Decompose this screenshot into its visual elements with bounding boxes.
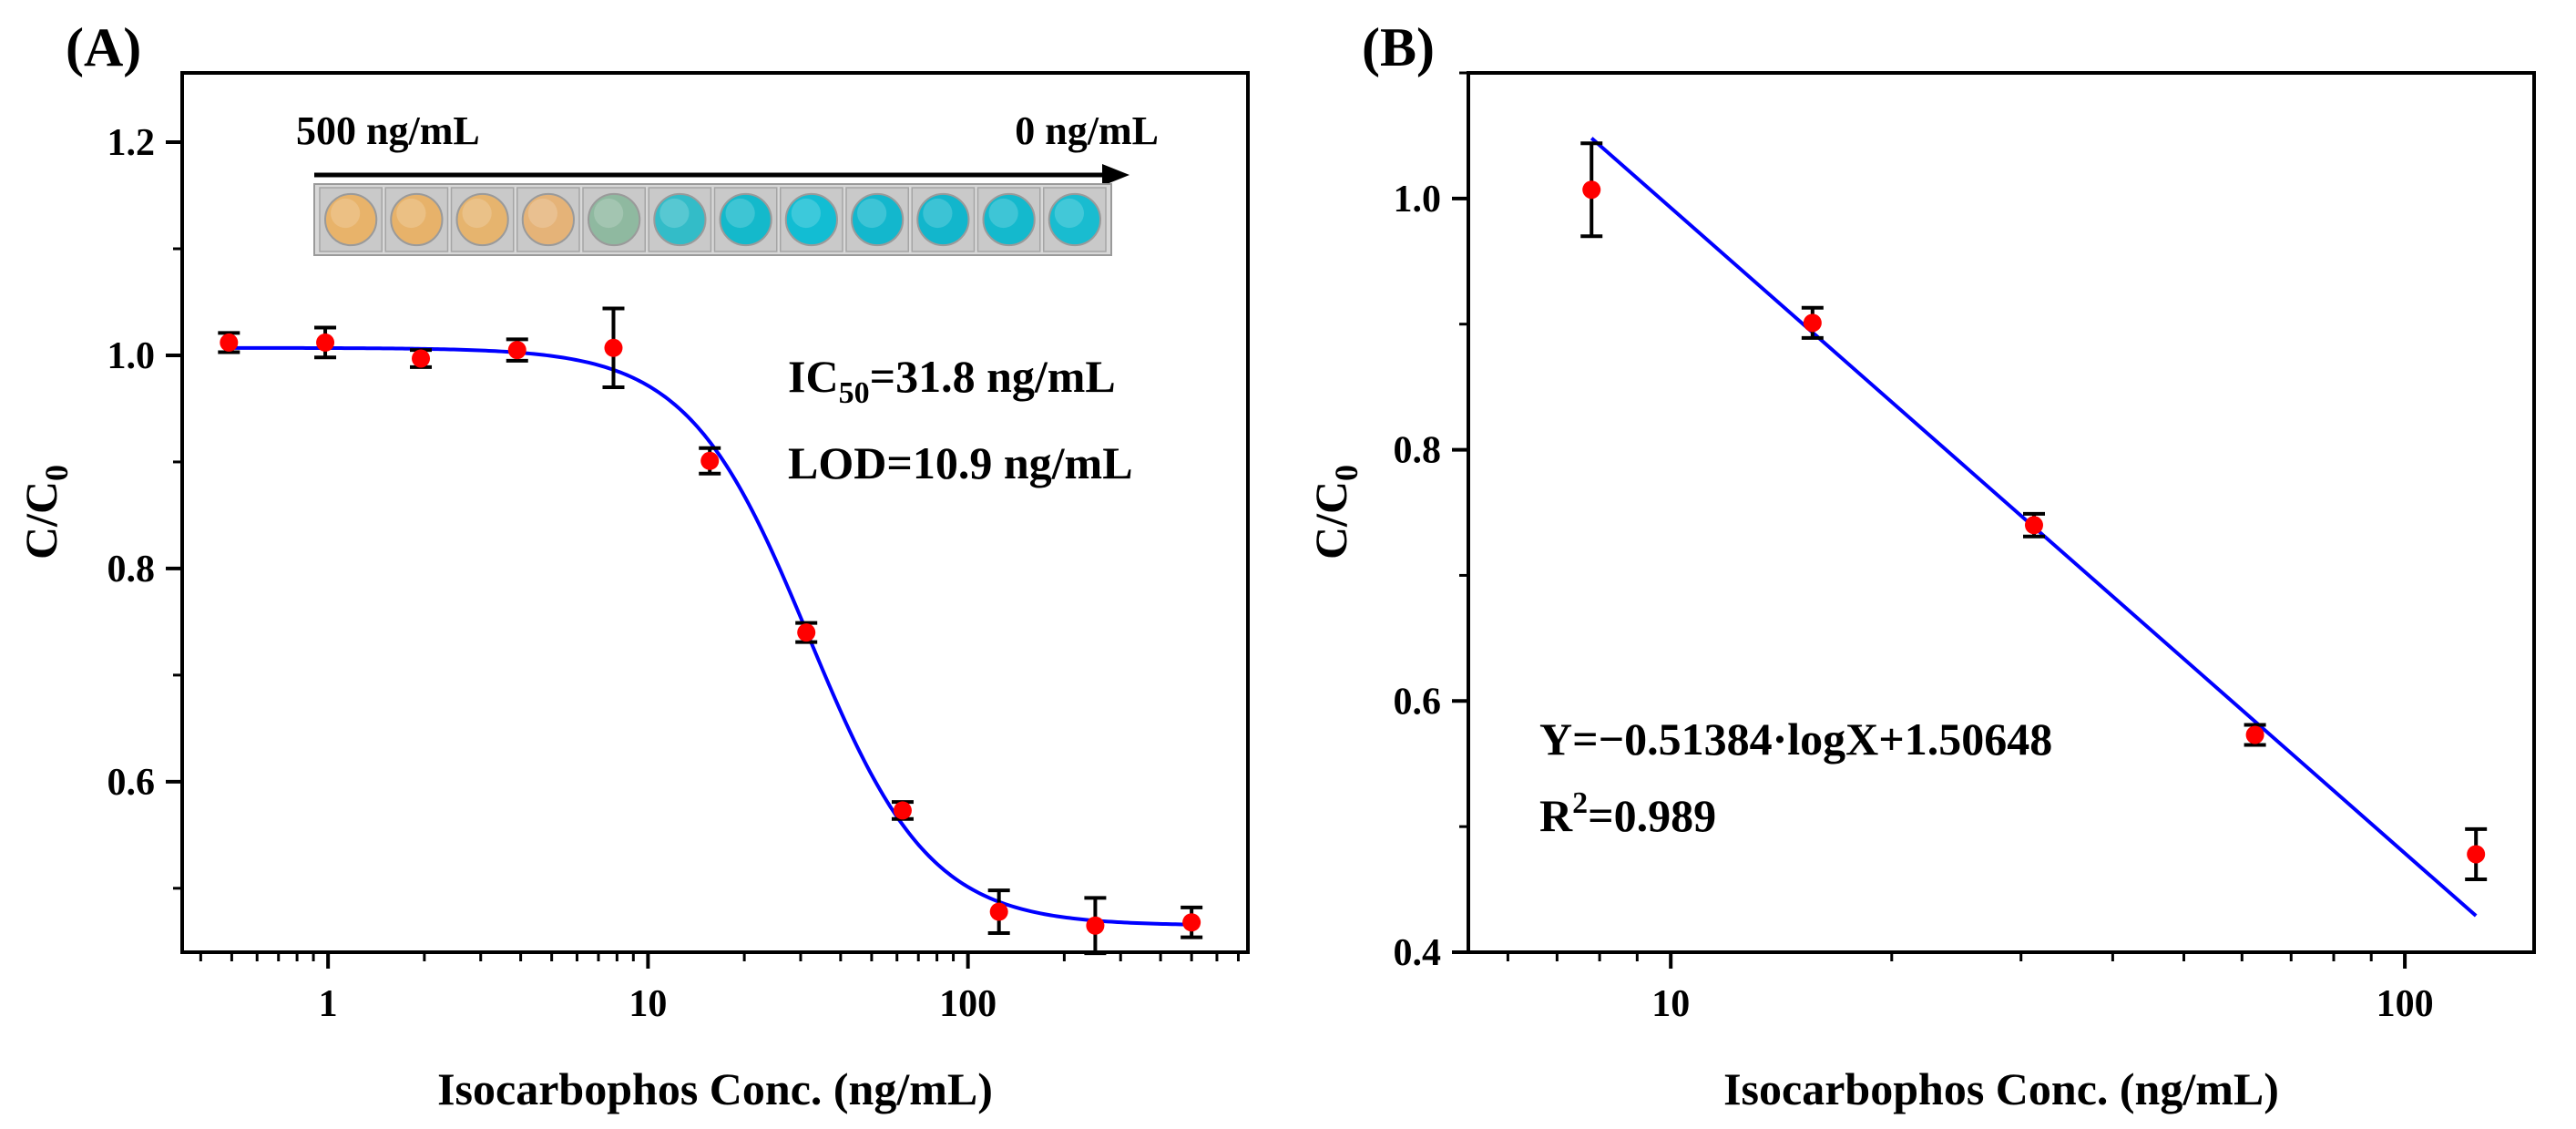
- data-point: [1803, 313, 1822, 333]
- x-tick-label: 10: [1651, 983, 1690, 1025]
- panel-a: (A) 1 10 100 0.6 0.8 1.0 1.2 Isocarbophos Con…: [15, 17, 1250, 1114]
- well: [455, 192, 509, 247]
- well: [521, 192, 575, 247]
- panel-a-x-ticks: 1 10 100: [319, 952, 997, 1025]
- well-highlight: [462, 198, 492, 229]
- data-point: [797, 623, 816, 642]
- panel-b-y-ticks: 0.4 0.6 0.8 1.0: [1394, 71, 1468, 974]
- data-point: [1582, 180, 1601, 200]
- panel-a-ic50-annotation: IC50=31.8 ng/mL: [788, 351, 1116, 410]
- y-tick-label: 1.0: [1394, 179, 1442, 221]
- y-tick-label: 0.6: [107, 762, 156, 804]
- panel-a-fit-curve: [229, 345, 1192, 927]
- well: [1048, 192, 1101, 247]
- panel-b-data-points: [1580, 141, 2488, 882]
- well-highlight: [725, 198, 755, 229]
- inset-right-label: 0 ng/mL: [1015, 108, 1159, 153]
- well-highlight: [331, 198, 361, 229]
- data-point: [1086, 916, 1105, 935]
- well-highlight: [659, 198, 690, 229]
- well-highlight: [396, 198, 426, 229]
- panel-a-lod-annotation: LOD=10.9 ng/mL: [788, 437, 1133, 488]
- panel-b-label: (B): [1362, 17, 1435, 77]
- data-point: [412, 349, 431, 368]
- data-point: [2024, 516, 2043, 535]
- well-highlight: [791, 198, 821, 229]
- y-tick-label: 1.0: [107, 335, 156, 377]
- y-tick-label: 0.8: [1394, 430, 1442, 472]
- color-inset: 500 ng/mL 0 ng/mL: [296, 108, 1159, 256]
- panel-b-frame: [1467, 71, 2536, 954]
- well: [916, 192, 970, 247]
- panel-b-y-axis-label: C/C0: [1305, 465, 1365, 559]
- data-point: [316, 333, 335, 352]
- well-highlight: [857, 198, 887, 229]
- data-point: [1182, 913, 1201, 932]
- y-tick-label: 0.8: [107, 549, 156, 590]
- data-point: [700, 451, 720, 470]
- x-tick-label: 100: [2377, 983, 2434, 1025]
- panel-a-y-ticks: 0.6 0.8 1.0 1.2: [107, 122, 182, 890]
- data-point: [893, 801, 912, 820]
- panel-b-minor-ticks: [1506, 952, 2373, 961]
- well-highlight: [594, 198, 624, 229]
- panel-b: (B) 10 100 0.4 0.6 0.8 1.0 Isocarbophos Conc…: [1305, 17, 2536, 1114]
- well: [982, 192, 1036, 247]
- y-tick-label: 1.2: [107, 122, 156, 164]
- well: [719, 192, 772, 247]
- well: [653, 192, 707, 247]
- x-tick-label: 100: [939, 983, 997, 1025]
- panel-a-y-axis-label: C/C0: [15, 465, 75, 559]
- panel-b-equation: Y=−0.51384·logX+1.50648: [1539, 713, 2052, 765]
- data-point: [989, 902, 1008, 921]
- well-highlight: [1054, 198, 1084, 229]
- panel-b-x-axis-label: Isocarbophos Conc. (ng/mL): [1723, 1063, 2279, 1114]
- well: [784, 192, 838, 247]
- well: [851, 192, 905, 247]
- well-highlight: [988, 198, 1018, 229]
- data-point: [507, 341, 526, 360]
- well: [324, 192, 378, 247]
- x-tick-label: 10: [629, 983, 667, 1025]
- data-point: [2467, 845, 2486, 864]
- inset-left-label: 500 ng/mL: [296, 108, 480, 153]
- well-highlight: [527, 198, 557, 229]
- y-tick-label: 0.4: [1394, 932, 1442, 974]
- y-tick-label: 0.6: [1394, 681, 1442, 723]
- inset-arrow-head: [1102, 164, 1130, 186]
- panel-b-x-ticks: 10 100: [1651, 952, 2434, 1025]
- data-point: [604, 338, 623, 357]
- panel-a-x-axis-label: Isocarbophos Conc. (ng/mL): [437, 1063, 993, 1114]
- data-point: [2245, 725, 2264, 744]
- well: [390, 192, 444, 247]
- data-point: [220, 333, 239, 352]
- well: [588, 192, 641, 247]
- panel-a-data-points: [218, 306, 1203, 956]
- panel-a-minor-ticks: [199, 952, 1240, 961]
- x-tick-label: 1: [319, 983, 338, 1025]
- panel-b-r2: R2=0.989: [1539, 786, 1716, 841]
- panel-a-label: (A): [66, 17, 141, 77]
- inset-wells: [319, 187, 1107, 252]
- panel-a-frame: [180, 71, 1250, 954]
- well-highlight: [923, 198, 953, 229]
